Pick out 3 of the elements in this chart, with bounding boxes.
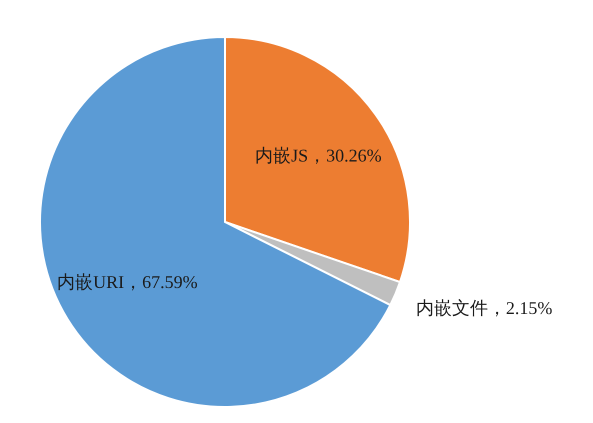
slice-label: 内嵌URI，67.59% (57, 272, 198, 292)
slice-label: 内嵌JS，30.26% (255, 145, 382, 166)
slice-label: 内嵌文件，2.15% (416, 298, 552, 318)
